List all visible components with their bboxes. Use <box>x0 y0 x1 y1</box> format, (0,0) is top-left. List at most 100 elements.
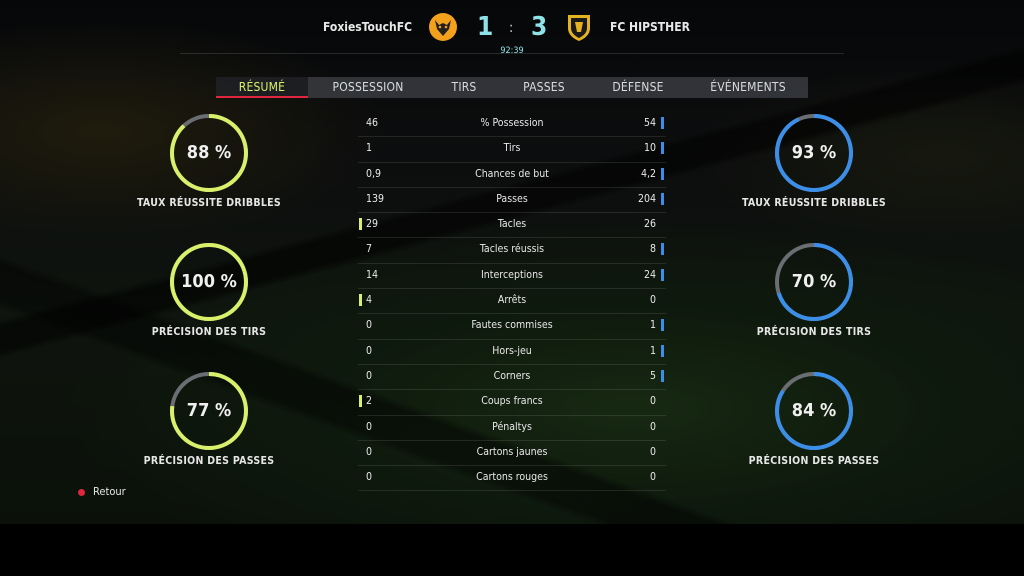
stat-row: 0 Pénaltys 0 <box>358 416 666 441</box>
stat-row: 139 Passes 204 <box>358 188 666 214</box>
away-leader-bar <box>661 344 664 357</box>
away-ring-label-2: PRÉCISION DES TIRS <box>756 326 872 338</box>
away-leader-bar <box>661 268 664 281</box>
stat-label: Cartons rouges <box>476 471 548 484</box>
stat-label: Chances de but <box>475 167 549 180</box>
away-score: 3 <box>531 12 548 42</box>
stat-label: Passes <box>496 192 528 205</box>
stat-away-value: 0 <box>649 395 656 408</box>
shield-crest-icon <box>568 15 590 41</box>
home-leader-bar <box>359 395 362 408</box>
tab-evenements[interactable]: ÉVÉNEMENTS <box>710 80 786 94</box>
back-button[interactable]: Retour <box>78 485 126 498</box>
stat-away-value: 10 <box>643 142 656 155</box>
stats-tabs: RÉSUMÉ POSSESSION TIRS PASSES DÉFENSE ÉV… <box>216 77 808 98</box>
score-separator: : <box>509 20 514 36</box>
stat-label: Tacles réussis <box>479 243 545 256</box>
away-ring-3: 84 % <box>772 369 856 453</box>
stats-table: 46% Possession 54 1 Tirs 10 0,9 Chances de but… <box>358 112 666 492</box>
stat-away-value: 0 <box>649 420 656 433</box>
stat-away-value: 8 <box>649 243 656 256</box>
ring-progress <box>775 114 853 192</box>
stat-row: 0 Fautes commises 1 <box>358 314 666 340</box>
stat-row: 0 Hors-jeu 1 <box>358 340 666 365</box>
header-divider <box>180 53 844 54</box>
away-leader-bar <box>661 117 664 129</box>
away-ring-2: 70 % <box>772 240 856 324</box>
stat-label: Tirs <box>503 142 521 155</box>
stat-row: 46 % Possession 54 <box>358 112 666 138</box>
away-leader-bar <box>661 243 664 256</box>
home-ring-3: 77 % <box>167 369 251 453</box>
home-ring-1: 88 % <box>167 111 251 195</box>
stat-row: 7 Tacles réussis 8 <box>358 238 666 264</box>
home-ring-label-3: PRÉCISION DES PASSES <box>143 455 275 467</box>
away-ring-1: 93 % <box>772 111 856 195</box>
stat-row: 0 Cartons rouges 0 <box>358 466 666 492</box>
stat-label: Pénaltys <box>492 420 532 433</box>
away-leader-bar <box>661 369 664 382</box>
home-ring-2: 100 % <box>167 240 251 324</box>
away-ring-label-3: PRÉCISION DES PASSES <box>748 455 880 467</box>
stat-home-value: 139 <box>366 192 385 205</box>
scoreboard: FoxiesTouchFC 1 : 3 FC HIPSTHER 92:39 <box>0 0 1024 64</box>
away-leader-bar <box>661 167 664 180</box>
stat-away-value: 1 <box>649 344 656 357</box>
stat-row: 4 Arrêts 0 <box>358 289 666 315</box>
away-leader-bar <box>661 319 664 332</box>
stat-home-value: 0 <box>366 369 373 382</box>
ring-progress <box>170 243 248 321</box>
stat-away-value: 26 <box>643 218 656 231</box>
ring-progress <box>170 372 248 450</box>
ring-progress <box>775 372 853 450</box>
stat-home-value: 0 <box>366 445 373 458</box>
away-leader-bar <box>661 192 664 205</box>
ring-value: 100 % <box>181 271 237 292</box>
home-team-name: FoxiesTouchFC <box>323 20 412 34</box>
ring-value: 70 % <box>791 271 837 292</box>
home-score: 1 <box>477 12 494 42</box>
stat-home-value: 7 <box>366 243 373 256</box>
stat-row: 0 Cartons jaunes 0 <box>358 441 666 467</box>
stat-home-value: 0 <box>366 471 373 484</box>
stat-away-value: 0 <box>649 294 656 307</box>
home-ring-label-2: PRÉCISION DES TIRS <box>151 326 267 338</box>
ring-value: 88 % <box>186 142 232 163</box>
stat-home-value: 1 <box>366 142 373 155</box>
ring-value: 84 % <box>791 400 837 421</box>
away-leader-bar <box>661 142 664 155</box>
stat-row: 2 Coups francs 0 <box>358 390 666 416</box>
letterbox-bar <box>0 524 1024 576</box>
tab-possession[interactable]: POSSESSION <box>332 80 404 94</box>
stat-row: 29 Tacles 26 <box>358 213 666 239</box>
stat-away-value: 1 <box>649 319 656 332</box>
stat-away-value: 0 <box>649 471 656 484</box>
wolf-crest-icon <box>429 13 457 41</box>
stat-away-value: 0 <box>649 445 656 458</box>
away-team-name: FC HIPSTHER <box>610 20 690 34</box>
stat-row: 0,9 Chances de but 4,2 <box>358 163 666 188</box>
ring-value: 77 % <box>186 400 232 421</box>
b-button-icon <box>78 488 85 496</box>
away-ring-label-1: TAUX RÉUSSITE DRIBBLES <box>742 197 886 209</box>
stat-home-value: 2 <box>366 395 373 408</box>
stat-row: 1 Tirs 10 <box>358 137 666 163</box>
tab-tirs[interactable]: TIRS <box>451 80 477 94</box>
stat-label: Fautes commises <box>471 319 553 332</box>
tab-resume[interactable]: RÉSUMÉ <box>216 77 308 98</box>
tab-defense[interactable]: DÉFENSE <box>612 80 664 94</box>
stat-home-value: 4 <box>366 294 373 307</box>
stat-label: Corners <box>493 369 531 382</box>
stat-away-value: 4,2 <box>640 167 656 180</box>
stat-home-value: 46 <box>366 117 379 129</box>
tab-passes[interactable]: PASSES <box>523 80 565 94</box>
stat-away-value: 54 <box>643 117 656 129</box>
stat-home-value: 0,9 <box>366 167 382 180</box>
ring-progress <box>170 114 248 192</box>
home-ring-label-1: TAUX RÉUSSITE DRIBBLES <box>137 197 281 209</box>
stat-home-value: 14 <box>366 268 379 281</box>
stat-label: Hors-jeu <box>492 344 532 357</box>
stat-row: 0 Corners 5 <box>358 365 666 391</box>
stat-away-value: 5 <box>649 369 656 382</box>
stat-home-value: 0 <box>366 420 373 433</box>
